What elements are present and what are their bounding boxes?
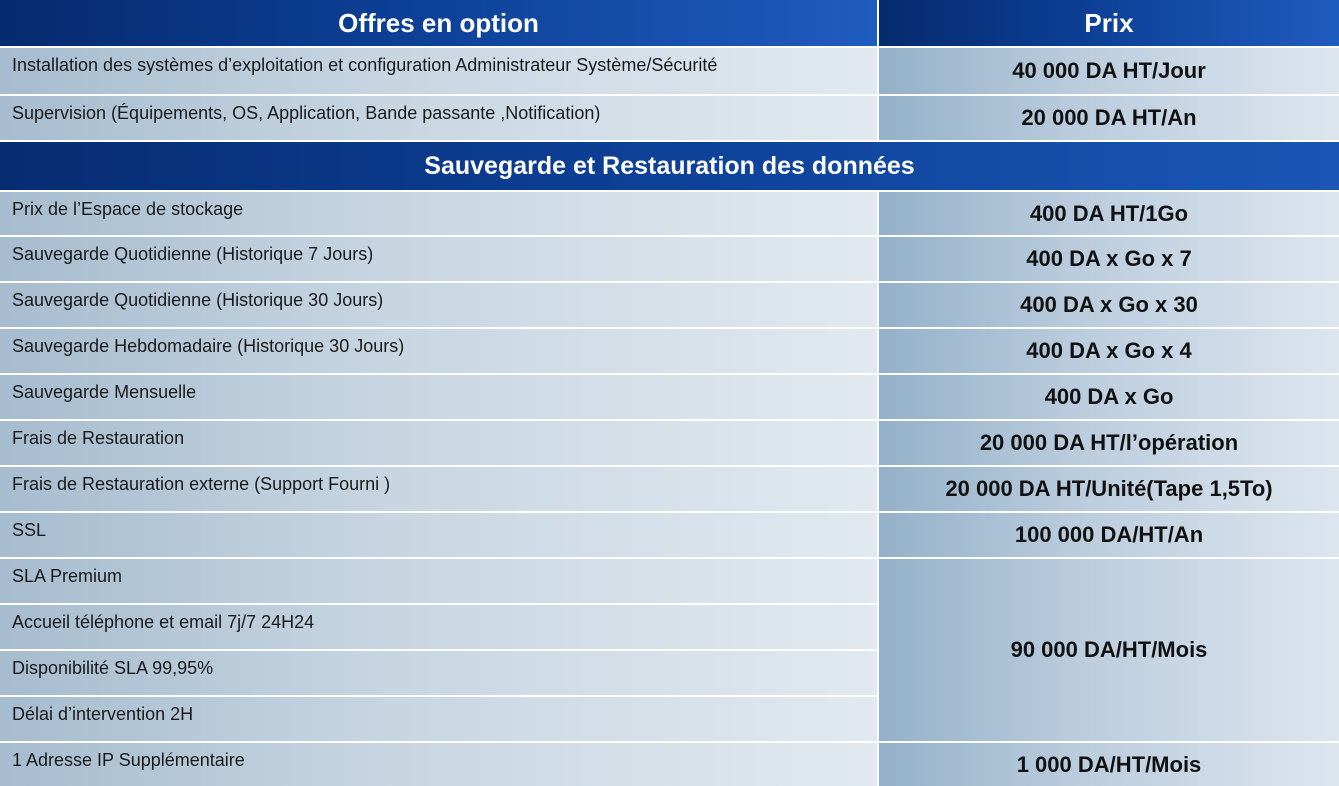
backup-price: 20 000 DA HT/l’opération <box>879 421 1339 465</box>
option-label: Supervision (Équipements, OS, Applicatio… <box>0 96 877 140</box>
header-offers: Offres en option <box>0 0 877 46</box>
backup-price: 400 DA HT/1Go <box>879 192 1339 235</box>
backup-label: Frais de Restauration <box>0 421 877 465</box>
backup-label: Frais de Restauration externe (Support F… <box>0 467 877 511</box>
backup-price: 400 DA x Go x 4 <box>879 329 1339 373</box>
backup-label: Sauvegarde Quotidienne (Historique 7 Jou… <box>0 237 877 281</box>
section-title: Sauvegarde et Restauration des données <box>0 142 1339 190</box>
option-price: 20 000 DA HT/An <box>879 96 1339 140</box>
ip-label: 1 Adresse IP Supplémentaire <box>0 743 877 786</box>
sla-item: Accueil téléphone et email 7j/7 24H24 <box>0 605 877 649</box>
backup-label: Sauvegarde Mensuelle <box>0 375 877 419</box>
header-price: Prix <box>879 0 1339 46</box>
backup-price: 400 DA x Go x 30 <box>879 283 1339 327</box>
backup-label: Sauvegarde Quotidienne (Historique 30 Jo… <box>0 283 877 327</box>
option-price: 40 000 DA HT/Jour <box>879 48 1339 94</box>
backup-price: 400 DA x Go <box>879 375 1339 419</box>
ip-price: 1 000 DA/HT/Mois <box>879 743 1339 786</box>
backup-label: Sauvegarde Hebdomadaire (Historique 30 J… <box>0 329 877 373</box>
backup-price: 100 000 DA/HT/An <box>879 513 1339 557</box>
sla-item: Disponibilité SLA 99,95% <box>0 651 877 695</box>
option-label: Installation des systèmes d’exploitation… <box>0 48 877 94</box>
sla-item: SLA Premium <box>0 559 877 603</box>
backup-label: Prix de l’Espace de stockage <box>0 192 877 235</box>
backup-label: SSL <box>0 513 877 557</box>
sla-item: Délai d’intervention 2H <box>0 697 877 741</box>
backup-price: 400 DA x Go x 7 <box>879 237 1339 281</box>
backup-price: 20 000 DA HT/Unité(Tape 1,5To) <box>879 467 1339 511</box>
sla-price: 90 000 DA/HT/Mois <box>879 559 1339 741</box>
